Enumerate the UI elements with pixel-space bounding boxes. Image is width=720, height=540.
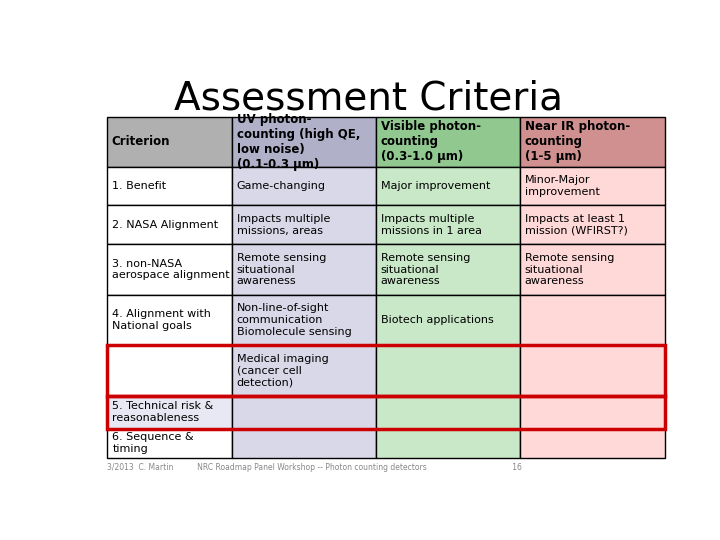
Text: Game-changing: Game-changing xyxy=(237,181,325,191)
Bar xyxy=(233,206,377,244)
Bar xyxy=(107,396,233,429)
Bar xyxy=(233,345,377,396)
Bar xyxy=(377,167,521,206)
Text: Major improvement: Major improvement xyxy=(381,181,490,191)
Bar xyxy=(377,429,521,458)
Text: 3/2013  C. Martin          NRC Roadmap Panel Workshop -- Photon counting detecto: 3/2013 C. Martin NRC Roadmap Panel Works… xyxy=(107,463,521,472)
Bar xyxy=(521,345,665,396)
Bar xyxy=(377,244,521,295)
Text: Non-line-of-sight
communication
Biomolecule sensing: Non-line-of-sight communication Biomolec… xyxy=(237,303,351,336)
Text: Minor-Major
improvement: Minor-Major improvement xyxy=(525,176,600,197)
Text: 2. NASA Alignment: 2. NASA Alignment xyxy=(112,220,218,230)
Bar xyxy=(233,244,377,295)
Bar xyxy=(233,429,377,458)
Text: Remote sensing
situational
awareness: Remote sensing situational awareness xyxy=(237,253,326,286)
Bar xyxy=(377,206,521,244)
Text: 5. Technical risk &
reasonableness: 5. Technical risk & reasonableness xyxy=(112,401,214,423)
Bar xyxy=(233,295,377,345)
Bar xyxy=(107,244,233,295)
Text: Impacts at least 1
mission (WFIRST?): Impacts at least 1 mission (WFIRST?) xyxy=(525,214,628,235)
Bar xyxy=(233,396,377,429)
Text: Near IR photon-
counting
(1-5 μm): Near IR photon- counting (1-5 μm) xyxy=(525,120,630,163)
Text: Biotech applications: Biotech applications xyxy=(381,315,493,325)
Bar xyxy=(107,295,233,345)
Bar xyxy=(521,429,665,458)
Text: 1. Benefit: 1. Benefit xyxy=(112,181,166,191)
Bar xyxy=(107,206,233,244)
Text: Medical imaging
(cancer cell
detection): Medical imaging (cancer cell detection) xyxy=(237,354,328,387)
Bar xyxy=(521,244,665,295)
Bar xyxy=(107,429,233,458)
Text: Remote sensing
situational
awareness: Remote sensing situational awareness xyxy=(381,253,470,286)
Bar xyxy=(521,295,665,345)
Text: UV photon-
counting (high QE,
low noise)
(0.1-0.3 μm): UV photon- counting (high QE, low noise)… xyxy=(237,113,360,171)
Text: Impacts multiple
missions, areas: Impacts multiple missions, areas xyxy=(237,214,330,235)
Bar xyxy=(107,396,665,429)
Text: Impacts multiple
missions in 1 area: Impacts multiple missions in 1 area xyxy=(381,214,482,235)
Bar xyxy=(233,167,377,206)
Text: 4. Alignment with
National goals: 4. Alignment with National goals xyxy=(112,309,211,331)
Bar xyxy=(521,167,665,206)
Bar xyxy=(377,345,521,396)
Bar xyxy=(521,396,665,429)
Bar xyxy=(107,167,233,206)
Bar xyxy=(107,345,233,396)
Text: Assessment Criteria: Assessment Criteria xyxy=(174,79,564,117)
Text: Criterion: Criterion xyxy=(111,135,170,148)
Text: Remote sensing
situational
awareness: Remote sensing situational awareness xyxy=(525,253,614,286)
Bar xyxy=(521,117,665,167)
Text: Visible photon-
counting
(0.3-1.0 μm): Visible photon- counting (0.3-1.0 μm) xyxy=(381,120,481,163)
Bar xyxy=(107,345,665,396)
Bar xyxy=(521,206,665,244)
Bar xyxy=(107,117,233,167)
Bar xyxy=(233,117,377,167)
Text: 6. Sequence &
timing: 6. Sequence & timing xyxy=(112,433,194,454)
Text: 3. non-NASA
aerospace alignment: 3. non-NASA aerospace alignment xyxy=(112,259,230,280)
Bar xyxy=(377,396,521,429)
Bar xyxy=(377,295,521,345)
Bar xyxy=(377,117,521,167)
